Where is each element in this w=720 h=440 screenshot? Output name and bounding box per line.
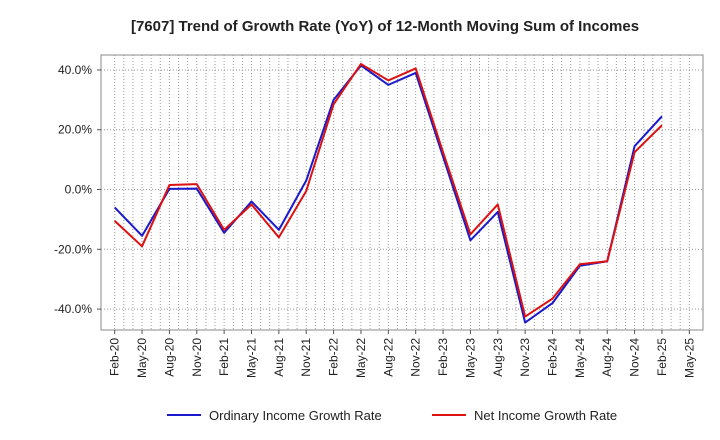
legend-label-2: Net Income Growth Rate [474,408,617,423]
legend-label-1: Ordinary Income Growth Rate [209,408,382,423]
x-tick-label: May-20 [135,338,149,378]
x-tick-label: May-23 [463,338,477,378]
x-tick-label: Aug-21 [272,338,286,377]
y-tick-label: 20.0% [58,123,92,137]
y-tick-label: 0.0% [65,183,93,197]
x-tick-label: Feb-20 [108,338,122,376]
x-tick-label: Nov-22 [409,338,423,377]
y-tick-label: -20.0% [54,242,92,256]
x-tick-label: May-24 [573,338,587,378]
legend: Ordinary Income Growth Rate Net Income Gr… [167,408,617,423]
gridlines [101,55,703,330]
y-tick-label: 40.0% [58,63,92,77]
x-tick-label: Aug-23 [491,338,505,377]
plot-area [100,54,704,331]
series-line-2 [113,62,663,318]
x-tick-label: Feb-24 [546,338,560,376]
chart-title: [7607] Trend of Growth Rate (YoY) of 12-… [131,18,639,35]
x-tick-label: Feb-23 [436,338,450,376]
x-tick-label: May-22 [354,338,368,378]
x-tick-label: Feb-21 [217,338,231,376]
x-tick-label: Aug-24 [600,338,614,377]
y-tick-label: -40.0% [54,302,92,316]
x-tick-label: Feb-22 [327,338,341,376]
series-lines [113,62,663,324]
x-tick-label: Nov-21 [299,338,313,377]
x-tick-label: Nov-23 [518,338,532,377]
x-tick-label: May-25 [682,338,696,378]
x-axis: Feb-20 May-20 Aug-20 Nov-20 Feb-21 May-21 Aug-… [108,330,696,378]
x-tick-label: Aug-22 [381,338,395,377]
x-tick-label: Nov-24 [628,338,642,377]
x-tick-label: May-21 [245,338,259,378]
y-axis: 40.0% 20.0% 0.0% -20.0% -40.0% [54,63,101,316]
series-line-1 [113,64,663,324]
x-tick-label: Aug-20 [162,338,176,377]
x-tick-label: Nov-20 [190,338,204,377]
x-tick-label: Feb-25 [655,338,669,376]
